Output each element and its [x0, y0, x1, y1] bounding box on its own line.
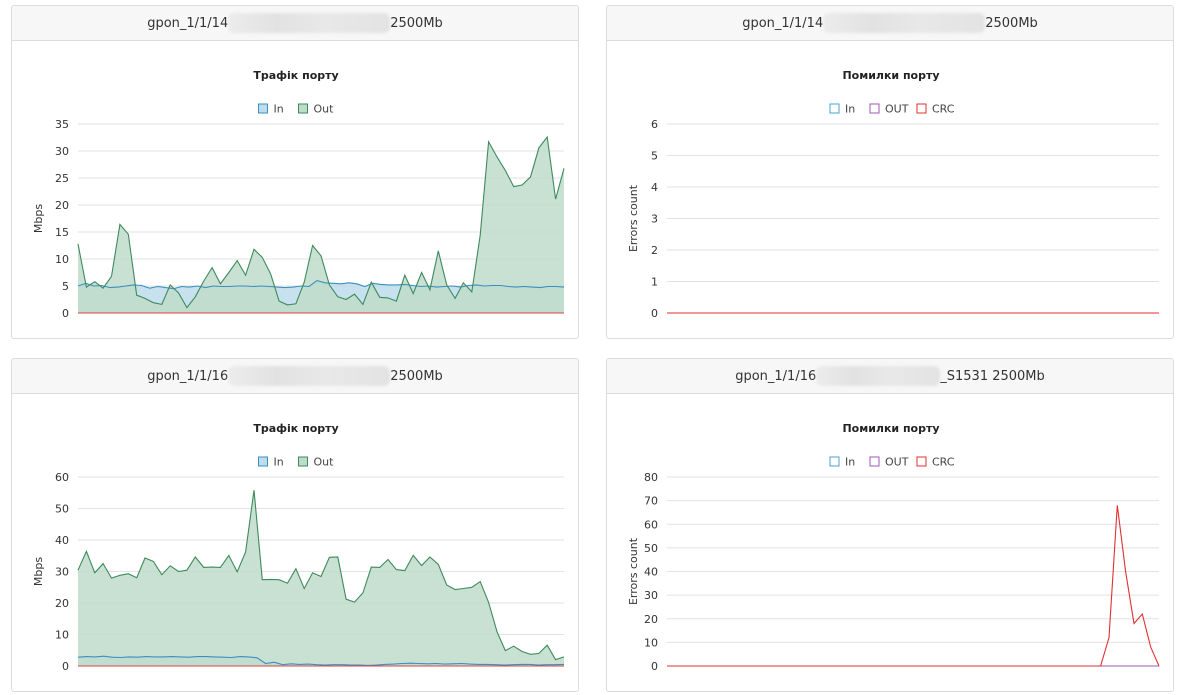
y-tick-label: 30	[644, 589, 658, 602]
errors-panel-1: gpon_1/1/14 2500Mb Помилки порту In OUT CRC…	[606, 5, 1174, 339]
legend-label-out: OUT	[885, 456, 909, 469]
legend-swatch-out	[869, 103, 880, 114]
legend-swatch-out	[869, 456, 880, 467]
y-tick-label: 10	[55, 629, 69, 642]
legend-label-out: OUT	[885, 103, 909, 116]
y-axis-title: Mbps	[32, 557, 45, 586]
y-tick-label: 20	[55, 199, 69, 212]
line-out	[77, 490, 565, 661]
y-tick-label: 30	[55, 566, 69, 579]
legend-swatch-in	[258, 456, 268, 467]
y-tick-label: 5	[651, 150, 658, 163]
line-in	[77, 279, 565, 290]
traffic-panel-2: gpon_1/1/16 2500Mb Трафік порту In Out 0 10 2…	[11, 358, 579, 692]
chart-title: Помилки порту	[842, 422, 939, 435]
y-tick-label: 60	[644, 518, 658, 531]
y-tick-label: 0	[62, 660, 69, 673]
port-speed: 2500Mb	[985, 15, 1038, 31]
errors-panel-2: gpon_1/1/16 _S1531 2500Mb Помилки порту I…	[606, 358, 1174, 692]
y-tick-label: 60	[55, 471, 69, 484]
port-speed: _S1531 2500Mb	[940, 368, 1045, 384]
area-out	[78, 137, 564, 313]
y-tick-label: 30	[55, 145, 69, 158]
y-tick-label: 4	[651, 181, 658, 194]
legend-label-in: In	[845, 103, 855, 116]
y-axis-title: Mbps	[32, 204, 45, 233]
line-in	[77, 655, 565, 666]
y-tick-label: 35	[55, 118, 69, 131]
y-tick-label: 10	[644, 636, 658, 649]
legend-label-crc: CRC	[932, 456, 955, 469]
y-tick-label: 20	[644, 613, 658, 626]
y-tick-label: 50	[644, 542, 658, 555]
port-name: gpon_1/1/16	[735, 368, 817, 384]
panel-header: gpon_1/1/14 2500Mb	[12, 6, 578, 41]
y-tick-label: 0	[62, 307, 69, 320]
port-speed: 2500Mb	[390, 15, 443, 31]
y-tick-label: 2	[651, 244, 658, 257]
traffic-chart: Трафік порту In Out 0 5 10 15 20 25 30 35 Mbps	[32, 69, 565, 320]
legend-label-in: In	[274, 103, 284, 116]
y-tick-label: 40	[55, 534, 69, 547]
errors-chart: Помилки порту In OUT CRC 0 1 2 3 4 5 6 Errors count	[627, 69, 1159, 320]
y-tick-label: 1	[651, 276, 658, 289]
panel-header: gpon_1/1/14 2500Mb	[607, 6, 1173, 41]
panel-header: gpon_1/1/16 _S1531 2500Mb	[607, 359, 1173, 394]
y-tick-label: 70	[644, 495, 658, 508]
chart-title: Трафік порту	[253, 422, 338, 435]
y-tick-label: 50	[55, 503, 69, 516]
y-tick-label: 10	[55, 253, 69, 266]
y-tick-label: 80	[644, 471, 658, 484]
area-out	[78, 490, 564, 666]
legend-label-out: Out	[314, 456, 335, 469]
port-name: gpon_1/1/16	[147, 368, 229, 384]
traffic-panel-1: gpon_1/1/14 2500Mb Трафік порту In Out 0 5 10…	[11, 5, 579, 339]
y-tick-label: 3	[651, 213, 658, 226]
legend-label-in: In	[845, 456, 855, 469]
legend-swatch-in	[829, 456, 840, 467]
legend-swatch-in	[829, 103, 840, 114]
legend-label-in: In	[274, 456, 284, 469]
y-axis-title: Errors count	[627, 537, 640, 605]
legend-swatch-out	[298, 103, 308, 114]
y-tick-label: 25	[55, 172, 69, 185]
y-tick-label: 0	[651, 660, 658, 673]
redacted-description	[228, 13, 391, 33]
line-out	[77, 135, 565, 309]
redacted-description	[816, 366, 941, 386]
y-tick-label: 40	[644, 566, 658, 579]
legend-label-crc: CRC	[932, 103, 955, 116]
traffic-chart: Трафік порту In Out 0 10 20 30 40 50 60 Mbps	[32, 422, 565, 673]
legend-swatch-crc	[916, 456, 927, 467]
y-tick-label: 6	[651, 118, 658, 131]
port-name: gpon_1/1/14	[742, 15, 824, 31]
line-crc	[667, 505, 1160, 667]
redacted-description	[228, 366, 391, 386]
y-tick-label: 20	[55, 597, 69, 610]
errors-chart: Помилки порту In OUT CRC 0 10 20 30 40 50 60 70 80 Er…	[627, 422, 1160, 673]
chart-title: Трафік порту	[253, 69, 338, 82]
redacted-description	[823, 13, 986, 33]
y-tick-label: 15	[55, 226, 69, 239]
legend-swatch-out	[298, 456, 308, 467]
legend-swatch-in	[258, 103, 268, 114]
y-tick-label: 5	[62, 280, 69, 293]
chart-title: Помилки порту	[842, 69, 939, 82]
legend-label-out: Out	[314, 103, 335, 116]
y-axis-title: Errors count	[627, 184, 640, 252]
legend-swatch-crc	[916, 103, 927, 114]
port-name: gpon_1/1/14	[147, 15, 229, 31]
y-tick-label: 0	[651, 307, 658, 320]
port-speed: 2500Mb	[390, 368, 443, 384]
panel-header: gpon_1/1/16 2500Mb	[12, 359, 578, 394]
